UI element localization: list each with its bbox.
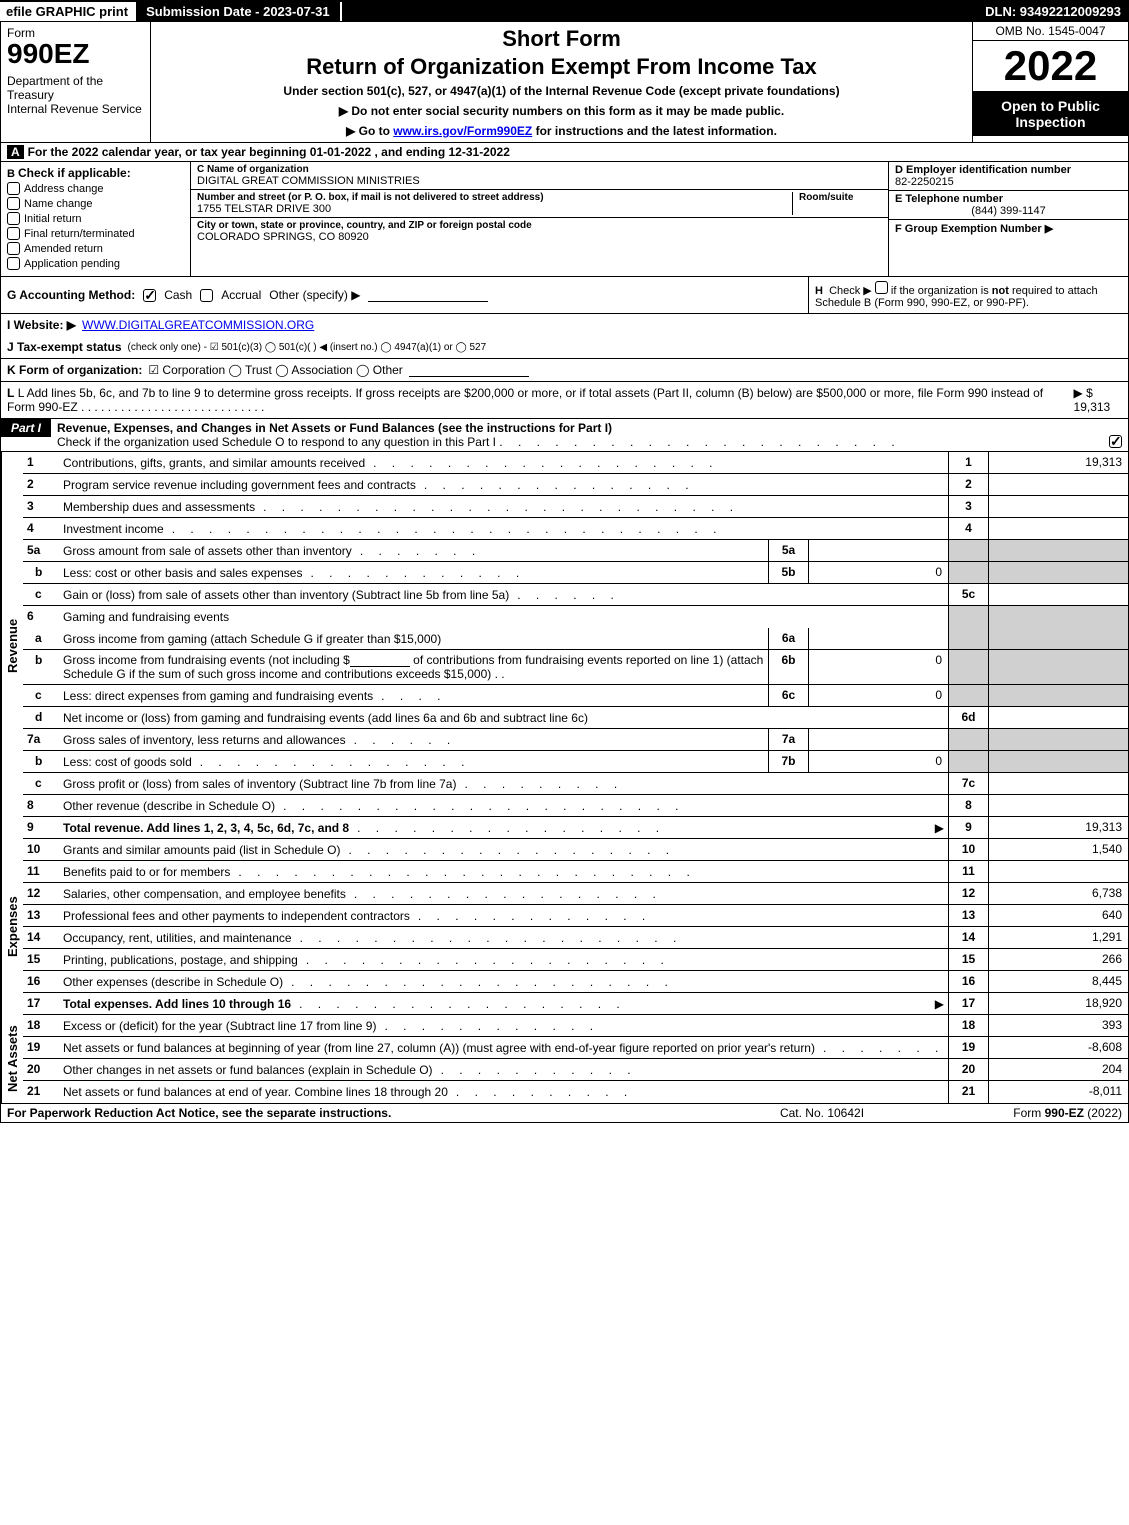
telephone: (844) 399-1147 <box>895 205 1122 217</box>
open-to-public: Open to Public Inspection <box>973 92 1128 136</box>
chk-accrual[interactable] <box>200 289 213 302</box>
group-exemption: F Group Exemption Number ▶ <box>895 222 1122 235</box>
paperwork-notice: For Paperwork Reduction Act Notice, see … <box>7 1106 722 1120</box>
amt-17: 18,920 <box>988 993 1128 1014</box>
form-header: Form 990EZ Department of the Treasury In… <box>0 22 1129 143</box>
amt-6d <box>988 707 1128 728</box>
page-footer: For Paperwork Reduction Act Notice, see … <box>0 1104 1129 1123</box>
amt-8 <box>988 795 1128 816</box>
amt-10: 1,540 <box>988 839 1128 860</box>
val-5b: 0 <box>808 562 948 583</box>
amt-3 <box>988 496 1128 517</box>
chk-name-change[interactable]: Name change <box>7 197 184 210</box>
city: COLORADO SPRINGS, CO 80920 <box>197 231 882 243</box>
chk-schedule-o-part1[interactable] <box>1109 435 1122 448</box>
cat-no: Cat. No. 10642I <box>722 1106 922 1120</box>
dln: DLN: 93492212009293 <box>977 2 1129 21</box>
amt-16: 8,445 <box>988 971 1128 992</box>
chk-amended[interactable]: Amended return <box>7 242 184 255</box>
val-7a <box>808 729 948 750</box>
val-7b: 0 <box>808 751 948 772</box>
val-5a <box>808 540 948 561</box>
val-6c: 0 <box>808 685 948 706</box>
ein: 82-2250215 <box>895 176 1122 188</box>
amt-4 <box>988 518 1128 539</box>
amt-15: 266 <box>988 949 1128 970</box>
street: 1755 TELSTAR DRIVE 300 <box>197 203 792 215</box>
val-6a <box>808 628 948 649</box>
form-ref: Form 990-EZ (2022) <box>922 1106 1122 1120</box>
val-6b: 0 <box>808 650 948 684</box>
netassets-section: Net Assets 18Excess or (deficit) for the… <box>0 1015 1129 1104</box>
form-number: 990EZ <box>7 40 144 68</box>
line-l: L L Add lines 5b, 6c, and 7b to line 9 t… <box>0 382 1129 419</box>
amt-20: 204 <box>988 1059 1128 1080</box>
form-subtitle: Under section 501(c), 527, or 4947(a)(1)… <box>159 84 964 98</box>
amt-12: 6,738 <box>988 883 1128 904</box>
note-1: ▶ Do not enter social security numbers o… <box>159 104 964 118</box>
chk-cash[interactable] <box>143 289 156 302</box>
line-h: H Check ▶ if the organization is not req… <box>815 285 1098 309</box>
gross-receipts: ▶ $ 19,313 <box>1074 386 1122 414</box>
side-netassets: Net Assets <box>1 1015 23 1103</box>
department: Department of the Treasury Internal Reve… <box>7 74 144 116</box>
tax-year: 2022 <box>973 41 1128 92</box>
part-i-header: Part I Revenue, Expenses, and Changes in… <box>0 419 1129 452</box>
org-name: DIGITAL GREAT COMMISSION MINISTRIES <box>197 175 882 187</box>
omb-no: OMB No. 1545-0047 <box>973 22 1128 41</box>
header-right: OMB No. 1545-0047 2022 Open to Public In… <box>973 22 1128 142</box>
amt-1: 19,313 <box>988 452 1128 473</box>
amt-7c <box>988 773 1128 794</box>
amt-18: 393 <box>988 1015 1128 1036</box>
amt-2 <box>988 474 1128 495</box>
amt-13: 640 <box>988 905 1128 926</box>
amt-14: 1,291 <box>988 927 1128 948</box>
block-d: D Employer identification number 82-2250… <box>888 162 1128 276</box>
revenue-section: Revenue 1Contributions, gifts, grants, a… <box>0 452 1129 839</box>
website-link[interactable]: WWW.DIGITALGREATCOMMISSION.ORG <box>82 318 314 332</box>
header-center: Short Form Return of Organization Exempt… <box>151 22 973 142</box>
amt-21: -8,011 <box>988 1081 1128 1103</box>
entity-block: B Check if applicable: Address change Na… <box>0 162 1129 277</box>
side-expenses: Expenses <box>1 839 23 1015</box>
note-2: ▶ Go to www.irs.gov/Form990EZ for instru… <box>159 124 964 138</box>
side-revenue: Revenue <box>1 452 23 839</box>
block-b: B Check if applicable: Address change Na… <box>1 162 191 276</box>
amt-9: 19,313 <box>988 817 1128 838</box>
chk-final-return[interactable]: Final return/terminated <box>7 227 184 240</box>
line-k: K Form of organization:☑ Corporation ◯ T… <box>0 359 1129 382</box>
amt-19: -8,608 <box>988 1037 1128 1058</box>
amt-5c <box>988 584 1128 605</box>
chk-initial-return[interactable]: Initial return <box>7 212 184 225</box>
amt-11 <box>988 861 1128 882</box>
irs-link[interactable]: www.irs.gov/Form990EZ <box>393 124 532 138</box>
form-title-1: Short Form <box>159 26 964 52</box>
line-i: I Website: ▶WWW.DIGITALGREATCOMMISSION.O… <box>0 314 1129 336</box>
chk-sched-b[interactable] <box>875 281 888 294</box>
submission-date: Submission Date - 2023-07-31 <box>134 2 342 21</box>
efile-label: efile GRAPHIC print <box>0 2 134 21</box>
chk-app-pending[interactable]: Application pending <box>7 257 184 270</box>
top-bar: efile GRAPHIC print Submission Date - 20… <box>0 0 1129 22</box>
expenses-section: Expenses 10Grants and similar amounts pa… <box>0 839 1129 1015</box>
row-g-h: G Accounting Method: Cash Accrual Other … <box>0 277 1129 314</box>
line-j: J Tax-exempt status(check only one) - ☑ … <box>0 336 1129 359</box>
form-title-2: Return of Organization Exempt From Incom… <box>159 54 964 80</box>
header-left: Form 990EZ Department of the Treasury In… <box>1 22 151 142</box>
line-a: AFor the 2022 calendar year, or tax year… <box>0 143 1129 162</box>
chk-address-change[interactable]: Address change <box>7 182 184 195</box>
block-c: C Name of organization DIGITAL GREAT COM… <box>191 162 888 276</box>
